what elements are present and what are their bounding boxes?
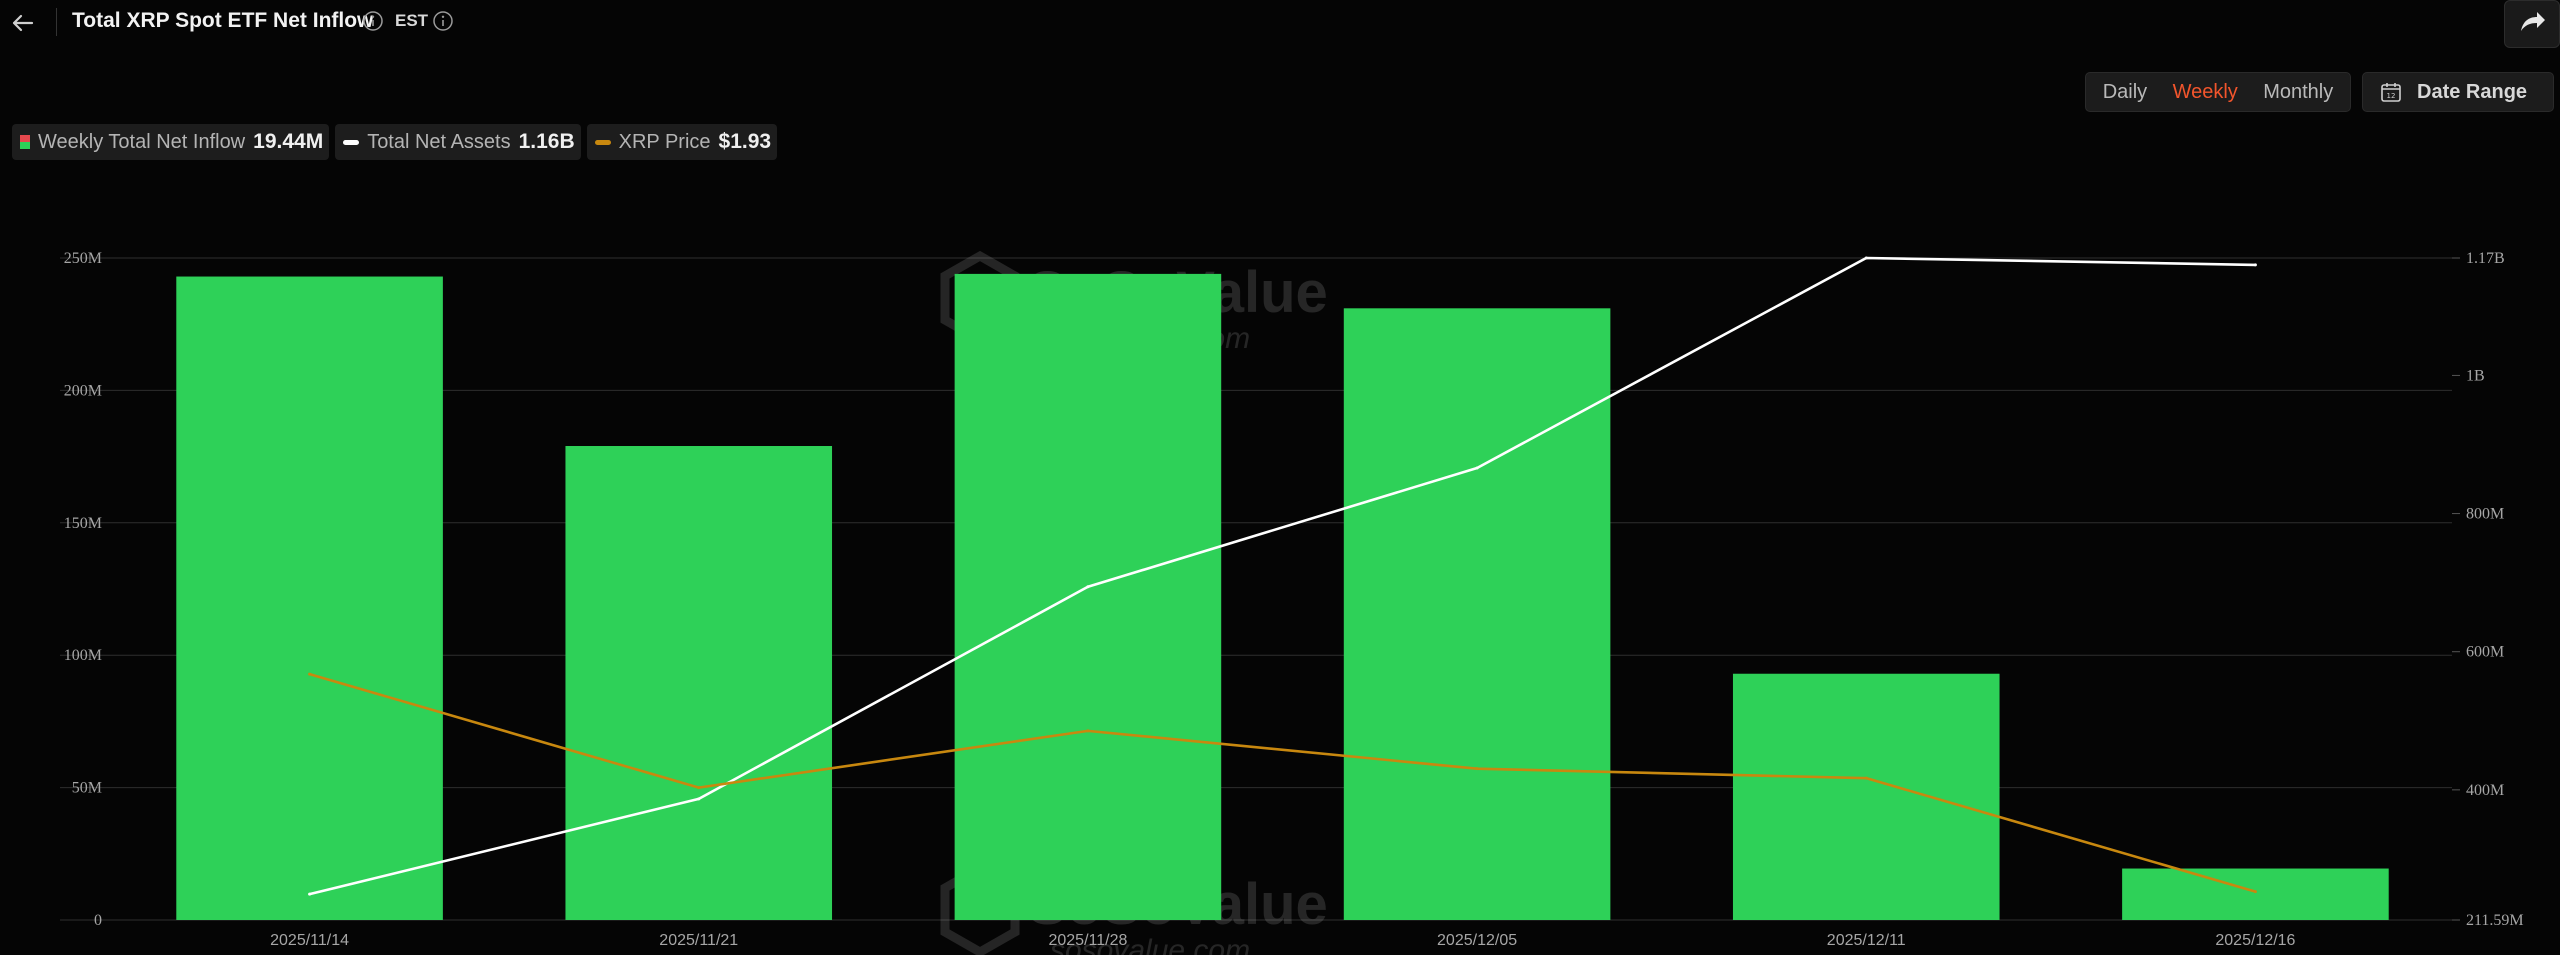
left-axis-tick: 100M bbox=[64, 647, 102, 664]
legend-label: XRP Price bbox=[618, 130, 711, 153]
legend-item-xrp-price[interactable]: XRP Price $1.93 bbox=[586, 124, 778, 160]
header-divider bbox=[56, 8, 57, 36]
bar-2025-11-28[interactable] bbox=[954, 273, 1222, 920]
net-assets-point bbox=[1086, 585, 1090, 589]
chart-legend: Weekly Total Net Inflow 19.44M Total Net… bbox=[12, 124, 778, 160]
right-axis-tick: 400M bbox=[2466, 782, 2504, 799]
share-icon bbox=[2521, 12, 2545, 31]
legend-label: Weekly Total Net Inflow bbox=[38, 130, 246, 153]
x-axis-tick: 2025/12/05 bbox=[1437, 932, 1517, 949]
period-monthly-tab[interactable]: Monthly bbox=[2263, 80, 2334, 103]
xrp-price-line[interactable] bbox=[309, 672, 2256, 893]
net-assets-swatch bbox=[343, 139, 360, 145]
top-bar: Total XRP Spot ETF Net Inflow EST bbox=[0, 0, 2560, 48]
bar-2025-12-11[interactable] bbox=[1732, 673, 2000, 920]
inflow-swatch bbox=[20, 135, 30, 149]
left-axis-tick: 50M bbox=[72, 780, 102, 797]
x-axis-tick: 2025/11/21 bbox=[659, 932, 738, 949]
period-daily-tab[interactable]: Daily bbox=[2102, 80, 2148, 103]
legend-label: Total Net Assets bbox=[367, 130, 511, 153]
left-axis-tick: 0 bbox=[94, 912, 102, 929]
timezone-info-icon[interactable] bbox=[432, 10, 454, 32]
x-axis-tick: 2025/11/14 bbox=[270, 932, 349, 949]
bar-2025-11-14[interactable] bbox=[176, 276, 443, 920]
watermark-domain: sosovalue.com bbox=[1050, 934, 1250, 955]
xrp-price-point bbox=[1864, 776, 1868, 780]
info-icon[interactable] bbox=[362, 10, 384, 32]
back-arrow-icon[interactable] bbox=[6, 6, 40, 40]
xrp-price-point bbox=[1475, 767, 1479, 771]
xrp-price-point bbox=[308, 672, 312, 676]
x-axis-tick: 2025/11/28 bbox=[1048, 932, 1127, 949]
bar-2025-11-21[interactable] bbox=[565, 446, 833, 920]
price-swatch bbox=[594, 139, 611, 145]
net-assets-point bbox=[2253, 263, 2257, 267]
x-axis-tick: 2025/12/16 bbox=[2215, 932, 2295, 949]
right-axis-tick: 800M bbox=[2466, 506, 2504, 523]
legend-item-net-inflow[interactable]: Weekly Total Net Inflow 19.44M bbox=[12, 124, 330, 160]
net-assets-point bbox=[1475, 466, 1479, 470]
page-title: Total XRP Spot ETF Net Inflow bbox=[72, 9, 374, 32]
right-axis-tick: 1B bbox=[2466, 367, 2485, 384]
left-axis-tick: 150M bbox=[64, 515, 102, 532]
lines bbox=[308, 256, 2257, 896]
net-assets-line[interactable] bbox=[309, 256, 2256, 896]
net-assets-point bbox=[697, 797, 701, 801]
legend-value: 1.16B bbox=[518, 130, 575, 153]
right-axis-tick: 1.17B bbox=[2466, 250, 2505, 267]
x-axis-tick: 2025/12/11 bbox=[1827, 932, 1906, 949]
bar-2025-12-05[interactable] bbox=[1343, 308, 1611, 920]
net-assets-point bbox=[308, 892, 312, 896]
xrp-price-point bbox=[697, 786, 701, 790]
right-axis-tick: 211.59M bbox=[2466, 912, 2524, 929]
bars bbox=[176, 273, 2389, 920]
share-button[interactable] bbox=[2504, 0, 2560, 48]
legend-value: 19.44M bbox=[253, 130, 324, 153]
svg-text:12: 12 bbox=[2387, 92, 2396, 100]
calendar-icon: 12 bbox=[2381, 83, 2401, 102]
period-selector: Daily Weekly Monthly bbox=[2085, 72, 2351, 112]
period-weekly-tab[interactable]: Weekly bbox=[2172, 80, 2238, 103]
legend-item-net-assets[interactable]: Total Net Assets 1.16B bbox=[335, 124, 581, 160]
grid bbox=[60, 257, 2452, 921]
legend-value: $1.93 bbox=[718, 130, 772, 153]
date-range-button[interactable]: 12 Date Range bbox=[2362, 72, 2554, 112]
axes: 0 50M 100M 150M 200M 250M 211.59M 400M 600M 800M 1… bbox=[64, 250, 2524, 949]
xrp-price-point bbox=[1086, 729, 1090, 733]
left-axis-tick: 250M bbox=[64, 250, 102, 267]
date-range-label: Date Range bbox=[2417, 80, 2528, 103]
net-assets-point bbox=[1864, 256, 1868, 260]
timezone-label: EST bbox=[395, 11, 429, 30]
xrp-price-point bbox=[2253, 890, 2257, 894]
left-axis-tick: 200M bbox=[64, 382, 102, 399]
bar-2025-12-16[interactable] bbox=[2122, 868, 2389, 920]
right-axis-tick: 600M bbox=[2466, 644, 2504, 661]
net-inflow-chart: SoSoValuesosovalue.comSoSoValuesosovalue… bbox=[60, 250, 2524, 955]
